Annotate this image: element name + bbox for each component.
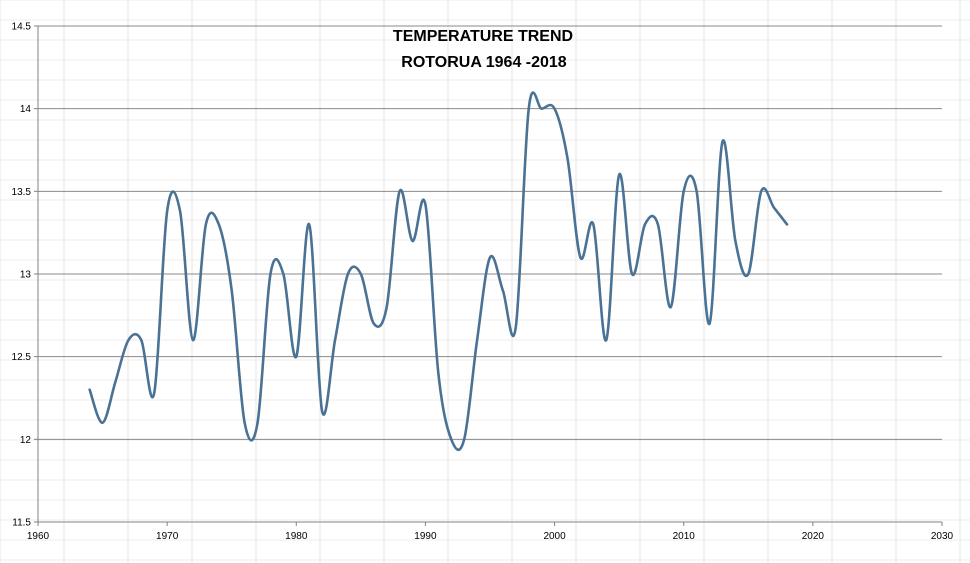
chart-title: TEMPERATURE TREND <box>393 28 573 45</box>
x-tick-label: 2000 <box>543 531 566 542</box>
chart-subtitle: ROTORUA 1964 -2018 <box>401 54 567 71</box>
y-tick-label: 12 <box>20 435 32 446</box>
y-tick-label: 11.5 <box>12 518 31 529</box>
x-tick-label: 1960 <box>27 531 50 542</box>
x-tick-label: 2020 <box>802 531 825 542</box>
y-tick-label: 13.5 <box>12 187 32 198</box>
x-tick-label: 1970 <box>156 531 179 542</box>
y-tick-label: 12.5 <box>12 352 32 363</box>
y-tick-label: 14 <box>20 104 32 115</box>
series-line-temperature <box>88 91 789 451</box>
x-tick-label: 1990 <box>414 531 437 542</box>
y-tick-label: 13 <box>20 270 32 281</box>
gridlines <box>38 25 942 523</box>
x-axis-ticks: 1960 1970 1980 1990 2000 2010 2020 2030 <box>27 522 954 542</box>
x-tick-label: 1980 <box>285 531 308 542</box>
y-axis-ticks: 11.5 12 12.5 13 13.5 14 14.5 <box>12 22 38 529</box>
y-tick-label: 14.5 <box>12 22 32 33</box>
x-tick-label: 2030 <box>931 531 954 542</box>
x-tick-label: 2010 <box>673 531 696 542</box>
